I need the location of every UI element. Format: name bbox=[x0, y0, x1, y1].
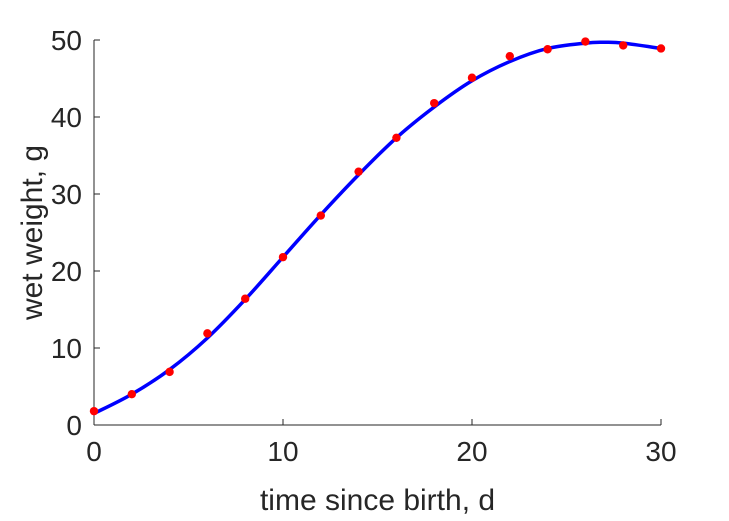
data-point bbox=[127, 390, 136, 399]
data-point bbox=[241, 294, 250, 303]
fit-curve bbox=[92, 40, 663, 416]
data-point bbox=[89, 406, 99, 416]
data-point bbox=[505, 51, 514, 61]
data-point bbox=[203, 329, 212, 338]
data-points-layer bbox=[89, 37, 666, 416]
y-tick-label: 0 bbox=[66, 410, 82, 441]
data-point bbox=[543, 45, 552, 54]
data-point bbox=[656, 44, 666, 53]
x-tick-label: 10 bbox=[267, 436, 298, 467]
x-tick-label: 20 bbox=[456, 436, 487, 467]
y-tick-label: 10 bbox=[51, 333, 82, 364]
y-tick-label: 40 bbox=[51, 102, 82, 133]
y-tick-label: 50 bbox=[51, 25, 82, 56]
data-point bbox=[278, 252, 288, 262]
data-point bbox=[165, 367, 174, 377]
data-point bbox=[316, 211, 325, 220]
y-tick-label: 30 bbox=[51, 179, 82, 210]
data-point bbox=[581, 37, 590, 46]
data-point bbox=[430, 98, 439, 108]
data-point bbox=[354, 167, 363, 176]
data-point bbox=[619, 41, 628, 50]
axes: 0 10 20 30 0 10 20 30 40 50 bbox=[51, 25, 677, 467]
x-axis-label: time since birth, d bbox=[260, 484, 495, 517]
fit-curve-layer bbox=[92, 40, 663, 416]
y-tick-label: 20 bbox=[51, 256, 82, 287]
data-point bbox=[392, 133, 401, 142]
x-tick-label: 30 bbox=[645, 436, 676, 467]
x-tick-label: 0 bbox=[86, 436, 102, 467]
y-axis-label: wet weight, g bbox=[16, 145, 49, 321]
data-point bbox=[467, 73, 477, 82]
